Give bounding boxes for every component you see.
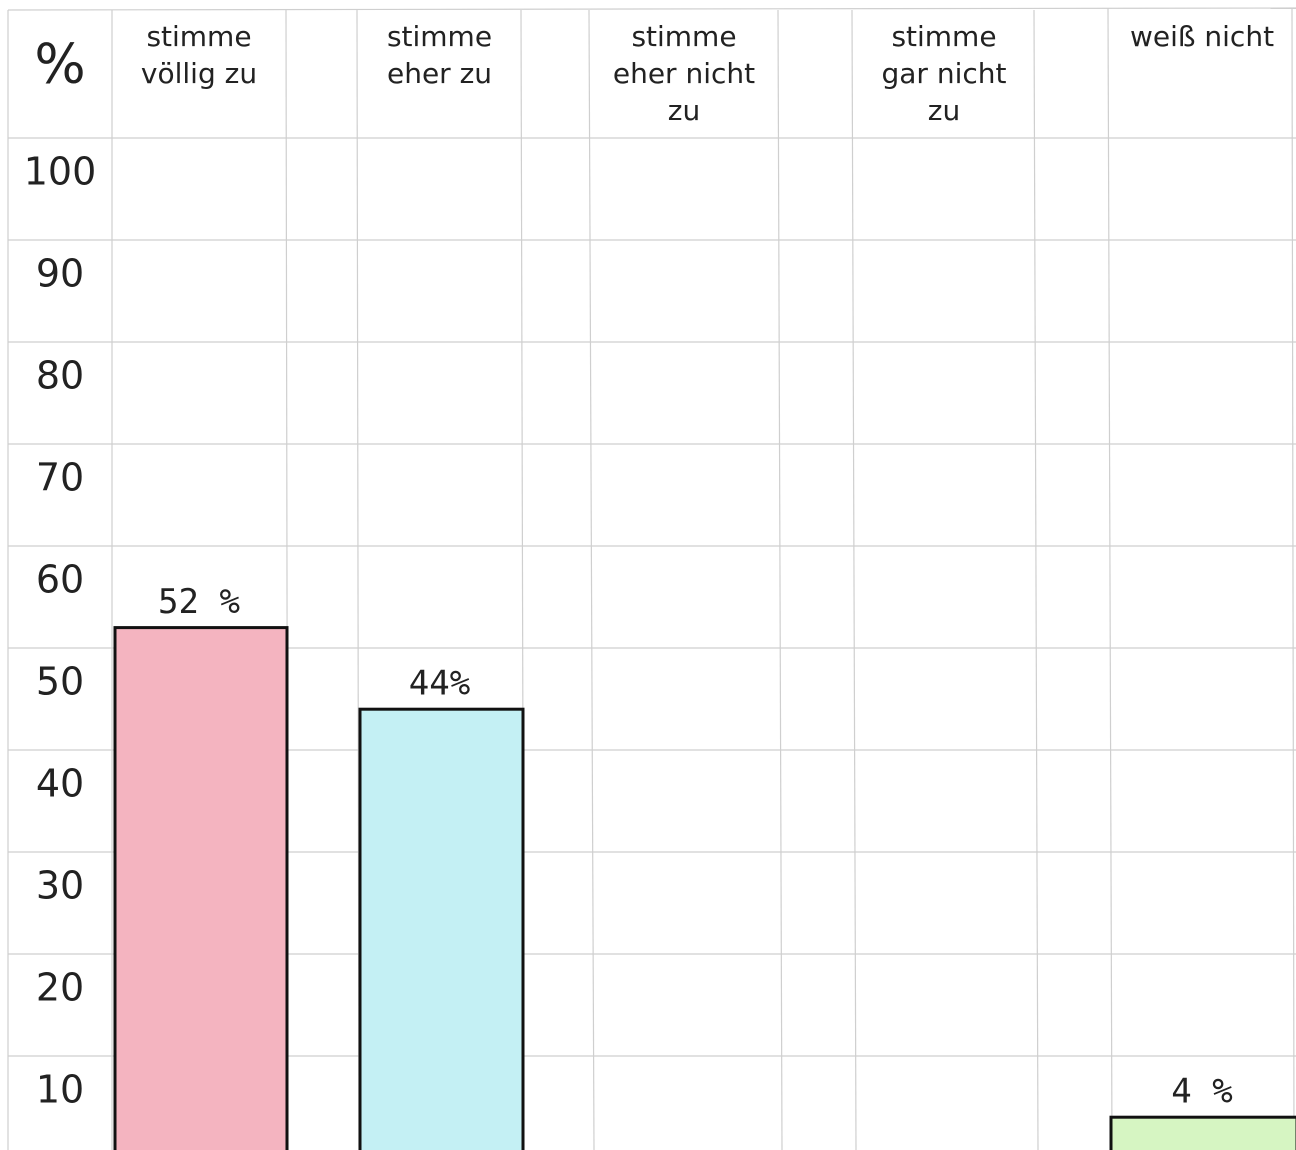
value-label: 44% <box>409 664 470 704</box>
grid-frame <box>7 7 1296 1150</box>
bar <box>113 626 289 1150</box>
y-tick-label: 60 <box>36 558 84 602</box>
y-tick-label: 50 <box>36 660 84 704</box>
y-tick-label: 10 <box>36 1068 84 1112</box>
x-tick-label: stimme eher zu <box>386 20 493 90</box>
bar <box>358 707 525 1150</box>
bar <box>1109 1115 1296 1150</box>
x-tick-label: stimme völlig zu <box>140 20 258 90</box>
y-tick-label: 70 <box>36 456 84 500</box>
x-tick-label: stimme eher nicht zu <box>612 20 756 127</box>
y-tick-label: 80 <box>36 354 84 398</box>
value-label: 52 % <box>158 582 240 622</box>
y-tick-label: 30 <box>36 864 84 908</box>
x-tick-label: weiß nicht <box>1129 20 1275 53</box>
y-tick-label: 100 <box>24 150 97 194</box>
y-tick-label: 20 <box>36 966 84 1010</box>
y-tick-label: 90 <box>36 252 84 296</box>
x-tick-label: stimme gar nicht zu <box>881 20 1007 127</box>
y-axis-label: % <box>34 33 85 96</box>
value-label: 4 % <box>1171 1072 1232 1112</box>
y-tick-label: 40 <box>36 762 84 806</box>
